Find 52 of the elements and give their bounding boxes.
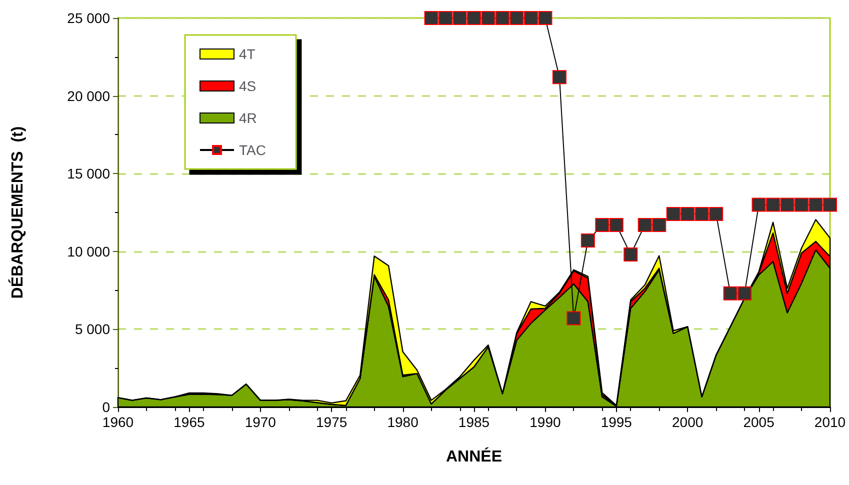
point [709,207,724,222]
point [452,11,467,25]
point [467,11,481,25]
y-tick-label: 0 [102,399,110,415]
point [694,207,709,222]
point [680,207,695,222]
point [524,11,538,25]
y-tick-label: 20 000 [67,88,110,104]
point [424,11,438,25]
x-tick-label: 1980 [387,414,419,430]
point [780,198,794,212]
legend-label: 4R [239,110,257,126]
y-axis-title: DÉBARQUEMENTS (t) [8,126,26,299]
point [624,248,638,262]
point [566,311,581,326]
legend-label: 4T [239,46,256,62]
point [510,11,524,25]
point [666,207,680,222]
x-tick-label: 2005 [743,414,775,430]
point [794,198,809,212]
x-tick-label: 1970 [244,414,276,430]
point [495,11,510,25]
legend-label: TAC [239,142,266,158]
y-tick-label: 10 000 [67,243,110,260]
point [609,218,624,232]
point [823,198,837,212]
point [808,198,823,212]
point [652,218,666,232]
y-tick-label: 25 000 [67,10,110,26]
point [552,70,566,84]
x-tick-label: 1990 [530,414,561,430]
legend-label: 4S [239,78,256,94]
point [638,218,652,232]
x-tick-label: 1975 [316,414,348,430]
x-tick-label: 1985 [458,414,490,430]
point [766,198,780,212]
x-tick-label: 1965 [174,414,205,430]
x-tick-label: 2000 [672,414,704,430]
point [723,286,738,300]
x-tick-label: 1995 [600,414,632,430]
point [481,11,496,25]
x-tick-label: 2010 [814,414,846,430]
point [438,11,453,25]
x-axis-title: ANNÉE [446,446,502,466]
y-tick-label: 5 000 [74,321,110,338]
point [738,286,752,300]
y-tick-label: 15 000 [67,166,110,182]
point [538,11,552,25]
x-tick-label: 1960 [102,414,134,430]
point [580,234,595,248]
point [595,218,610,232]
point [752,198,766,212]
